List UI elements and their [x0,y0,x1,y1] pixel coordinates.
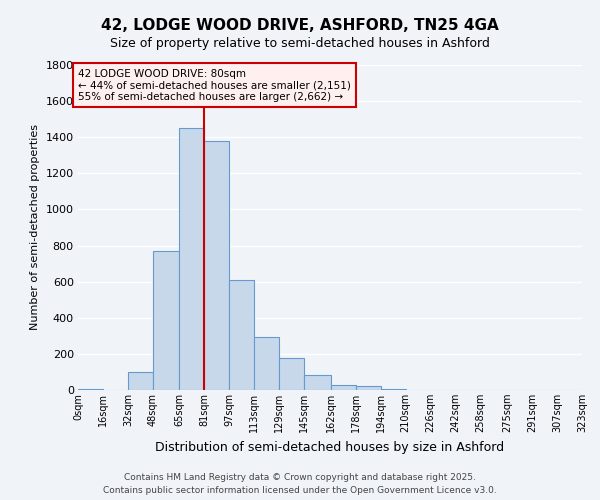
Bar [128,372,153,390]
Bar [205,141,229,390]
Bar [229,280,254,390]
Bar [179,128,205,390]
Bar [331,384,356,390]
Bar [279,358,304,390]
Bar [356,386,381,390]
Text: 42 LODGE WOOD DRIVE: 80sqm
← 44% of semi-detached houses are smaller (2,151)
55%: 42 LODGE WOOD DRIVE: 80sqm ← 44% of semi… [78,68,351,102]
Bar [153,251,179,390]
Y-axis label: Number of semi-detached properties: Number of semi-detached properties [30,124,40,330]
Text: Contains HM Land Registry data © Crown copyright and database right 2025.
Contai: Contains HM Land Registry data © Crown c… [103,474,497,495]
X-axis label: Distribution of semi-detached houses by size in Ashford: Distribution of semi-detached houses by … [155,440,505,454]
Text: Size of property relative to semi-detached houses in Ashford: Size of property relative to semi-detach… [110,38,490,51]
Bar [381,389,406,390]
Bar [304,374,331,390]
Text: 42, LODGE WOOD DRIVE, ASHFORD, TN25 4GA: 42, LODGE WOOD DRIVE, ASHFORD, TN25 4GA [101,18,499,32]
Bar [254,336,279,390]
Bar [78,389,103,390]
